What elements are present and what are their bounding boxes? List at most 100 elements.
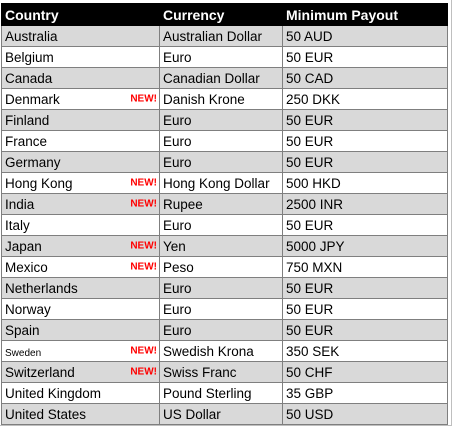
country-cell: Hong Kong NEW! [1, 172, 160, 194]
country-name: Norway [5, 301, 51, 317]
currency-cell: Euro [159, 298, 283, 320]
new-badge: NEW! [130, 198, 157, 210]
currency-cell: US Dollar [159, 403, 283, 425]
payout-cell: 50 USD [282, 403, 448, 425]
country-header: Country [1, 3, 160, 26]
payout-cell: 5000 JPY [282, 235, 448, 257]
currency-cell: Euro [159, 277, 283, 299]
currency-cell: Euro [159, 130, 283, 152]
table-row: Canada Canadian Dollar 50 CAD [1, 67, 448, 89]
country-name: Germany [5, 154, 61, 170]
country-name: Canada [5, 70, 53, 86]
country-name: Australia [5, 28, 58, 44]
currency-cell: Euro [159, 319, 283, 341]
country-cell: United Kingdom [1, 382, 160, 404]
payout-cell: 50 EUR [282, 151, 448, 173]
currency-cell: Euro [159, 46, 283, 68]
country-name: Finland [5, 112, 50, 128]
payout-table: Country Currency Minimum Payout Australi… [1, 3, 448, 425]
payout-cell: 2500 INR [282, 193, 448, 215]
country-name: Sweden [5, 347, 42, 359]
table-row: Norway Euro 50 EUR [1, 298, 448, 320]
country-cell: Netherlands [1, 277, 160, 299]
currency-cell: Hong Kong Dollar [159, 172, 283, 194]
currency-cell: Peso [159, 256, 283, 278]
table-row: United Kingdom Pound Sterling 35 GBP [1, 382, 448, 404]
country-name: Mexico [5, 259, 48, 275]
table-row: Australia Australian Dollar 50 AUD [1, 25, 448, 47]
header-row: Country Currency Minimum Payout [1, 3, 448, 26]
country-name: United States [5, 406, 87, 422]
currency-cell: Swedish Krona [159, 340, 283, 362]
country-cell: Belgium [1, 46, 160, 68]
table-row: Germany Euro 50 EUR [1, 151, 448, 173]
country-cell: Spain [1, 319, 160, 341]
table-row: Finland Euro 50 EUR [1, 109, 448, 131]
country-cell: United States [1, 403, 160, 425]
currency-cell: Australian Dollar [159, 25, 283, 47]
country-name: Hong Kong [5, 175, 73, 191]
currency-cell: Danish Krone [159, 88, 283, 110]
payout-cell: 50 CHF [282, 361, 448, 383]
payout-cell: 500 HKD [282, 172, 448, 194]
country-cell: Canada [1, 67, 160, 89]
new-badge: NEW! [130, 366, 157, 378]
country-cell: India NEW! [1, 193, 160, 215]
payout-cell: 250 DKK [282, 88, 448, 110]
country-cell: Switzerland NEW! [1, 361, 160, 383]
country-name: India [5, 196, 35, 212]
new-badge: NEW! [130, 177, 157, 189]
table-row: United States US Dollar 50 USD [1, 403, 448, 425]
country-cell: Norway [1, 298, 160, 320]
table-row: Netherlands Euro 50 EUR [1, 277, 448, 299]
new-badge: NEW! [130, 345, 157, 357]
currency-cell: Rupee [159, 193, 283, 215]
country-cell: Finland [1, 109, 160, 131]
country-cell: Mexico NEW! [1, 256, 160, 278]
country-name: Switzerland [5, 364, 75, 380]
payout-cell: 50 AUD [282, 25, 448, 47]
country-name: United Kingdom [5, 385, 102, 401]
country-name: Belgium [5, 49, 54, 65]
country-name: Spain [5, 322, 40, 338]
table-body: Australia Australian Dollar 50 AUD Belgium E… [1, 25, 448, 425]
payout-cell: 50 EUR [282, 277, 448, 299]
country-name: Italy [5, 217, 30, 233]
new-badge: NEW! [130, 240, 157, 252]
new-badge: NEW! [130, 93, 157, 105]
country-name: Netherlands [5, 280, 78, 296]
payout-cell: 50 EUR [282, 319, 448, 341]
country-name: France [5, 133, 48, 149]
payout-cell: 50 CAD [282, 67, 448, 89]
table-row: Denmark NEW! Danish Krone 250 DKK [1, 88, 448, 110]
payout-cell: 750 MXN [282, 256, 448, 278]
currency-cell: Euro [159, 109, 283, 131]
country-cell: Germany [1, 151, 160, 173]
table-row: Sweden NEW! Swedish Krona 350 SEK [1, 340, 448, 362]
country-cell: France [1, 130, 160, 152]
country-cell: Denmark NEW! [1, 88, 160, 110]
new-badge: NEW! [130, 261, 157, 273]
currency-cell: Yen [159, 235, 283, 257]
country-name: Japan [5, 238, 42, 254]
table-row: Hong Kong NEW! Hong Kong Dollar 500 HKD [1, 172, 448, 194]
payout-cell: 50 EUR [282, 130, 448, 152]
currency-cell: Swiss Franc [159, 361, 283, 383]
table-row: Mexico NEW! Peso 750 MXN [1, 256, 448, 278]
currency-cell: Euro [159, 151, 283, 173]
payout-cell: 350 SEK [282, 340, 448, 362]
currency-cell: Pound Sterling [159, 382, 283, 404]
payout-cell: 35 GBP [282, 382, 448, 404]
table-row: Japan NEW! Yen 5000 JPY [1, 235, 448, 257]
country-name: Denmark [5, 91, 60, 107]
currency-header: Currency [159, 3, 283, 26]
table-row: Italy Euro 50 EUR [1, 214, 448, 236]
country-cell: Japan NEW! [1, 235, 160, 257]
payout-cell: 50 EUR [282, 109, 448, 131]
table-row: France Euro 50 EUR [1, 130, 448, 152]
payout-cell: 50 EUR [282, 298, 448, 320]
table-row: Belgium Euro 50 EUR [1, 46, 448, 68]
currency-cell: Canadian Dollar [159, 67, 283, 89]
payout-cell: 50 EUR [282, 214, 448, 236]
table-row: India NEW! Rupee 2500 INR [1, 193, 448, 215]
